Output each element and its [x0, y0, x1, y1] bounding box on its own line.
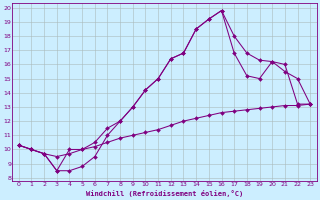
X-axis label: Windchill (Refroidissement éolien,°C): Windchill (Refroidissement éolien,°C) — [86, 190, 243, 197]
